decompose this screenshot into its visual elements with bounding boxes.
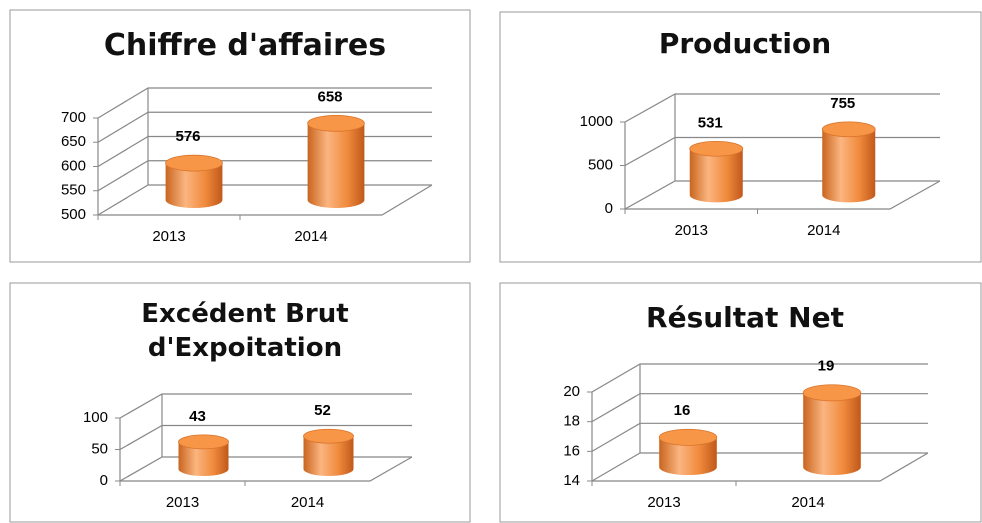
y-tick-label: 1000 <box>580 113 613 130</box>
bar <box>802 384 862 476</box>
x-tick-label: 2014 <box>291 494 324 511</box>
data-label: 531 <box>698 114 723 131</box>
x-tick-label: 2014 <box>807 222 840 239</box>
bar <box>303 428 354 476</box>
floor <box>98 184 433 216</box>
x-tick-label: 2014 <box>791 494 824 511</box>
x-tick-label: 2013 <box>152 228 185 245</box>
chart-title: Résultat Net <box>646 301 844 334</box>
data-label: 43 <box>189 408 206 425</box>
y-tick-label: 500 <box>61 206 86 223</box>
data-label: 16 <box>674 402 691 419</box>
data-label: 576 <box>175 128 200 145</box>
data-label: 52 <box>314 402 331 419</box>
panel <box>499 282 982 523</box>
y-tick-label: 600 <box>61 157 86 174</box>
y-tick-label: 50 <box>91 440 108 457</box>
bar <box>821 121 876 203</box>
bar <box>658 428 718 476</box>
data-label: 19 <box>818 358 835 375</box>
y-tick-label: 18 <box>563 413 580 430</box>
chart-title: Chiffre d'affaires <box>103 28 387 63</box>
bar <box>689 140 744 203</box>
y-tick-label: 100 <box>83 409 108 426</box>
data-label: 755 <box>830 95 855 112</box>
y-tick-label: 0 <box>605 200 613 217</box>
data-label: 658 <box>317 88 342 105</box>
y-tick-label: 550 <box>61 182 86 199</box>
panel <box>9 282 471 523</box>
chart-title: Production <box>658 27 832 60</box>
x-tick-label: 2014 <box>294 228 327 245</box>
bar <box>165 154 223 208</box>
x-tick-label: 2013 <box>647 494 680 511</box>
y-tick-label: 0 <box>100 472 108 489</box>
y-tick-label: 500 <box>588 156 613 173</box>
chart-title: Excédent Brut d'Expoitation <box>141 299 349 363</box>
floor <box>625 180 941 210</box>
y-tick-label: 650 <box>61 133 86 150</box>
y-tick-label: 14 <box>563 472 580 489</box>
floor <box>592 452 929 482</box>
y-tick-label: 20 <box>563 383 580 400</box>
bar <box>307 115 365 208</box>
x-tick-label: 2013 <box>675 222 708 239</box>
floor <box>120 456 413 482</box>
y-tick-label: 16 <box>563 442 580 459</box>
y-tick-label: 700 <box>61 109 86 126</box>
x-tick-label: 2013 <box>166 494 199 511</box>
bar <box>178 434 229 476</box>
